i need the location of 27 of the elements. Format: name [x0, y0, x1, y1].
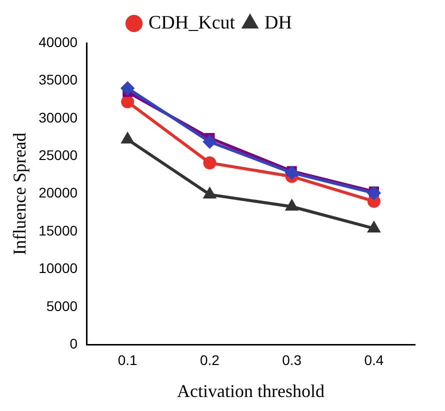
point [285, 166, 298, 180]
x-axis-title: Activation threshold [177, 380, 325, 401]
point [286, 200, 298, 211]
legend-label: DH [264, 12, 292, 34]
point [203, 135, 216, 148]
x-tick-label: 0.1 [118, 352, 138, 368]
y-tick-label: 30000 [38, 109, 78, 126]
point [121, 82, 134, 95]
y-tick-label: 40000 [38, 34, 78, 50]
point [367, 186, 380, 200]
legend-label: CDH_Kcut [148, 12, 236, 34]
x-tick-label: 0.2 [200, 352, 220, 368]
y-tick-label: 0 [70, 335, 78, 352]
point [122, 133, 134, 144]
x-tick-label: 0.3 [282, 352, 302, 368]
x-tick-label: 0.4 [364, 352, 384, 368]
point [368, 222, 380, 232]
y-tick-label: 20000 [38, 184, 78, 201]
y-tick-label: 10000 [38, 260, 78, 276]
y-tick-label: 35000 [38, 72, 78, 88]
point [204, 188, 216, 199]
y-tick-label: 15000 [38, 222, 78, 238]
y-tick-label: 5000 [46, 298, 78, 314]
point [203, 156, 216, 170]
point [121, 95, 134, 108]
y-tick-label: 25000 [38, 146, 78, 163]
y-axis-title: Influence Spread [10, 132, 30, 256]
